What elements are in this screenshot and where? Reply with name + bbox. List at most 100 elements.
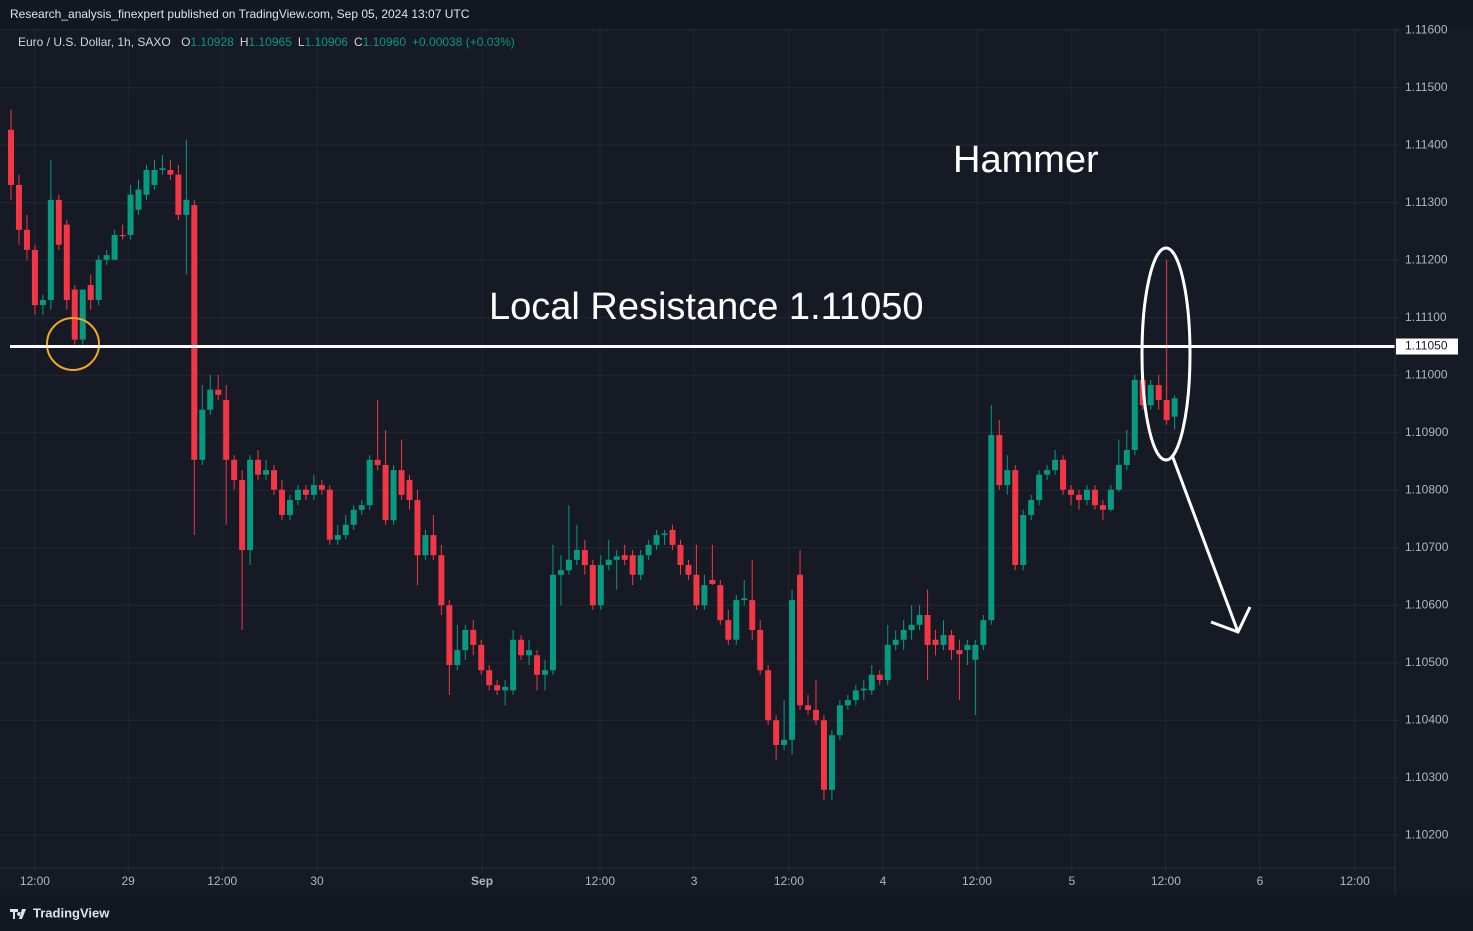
candle-body	[374, 459, 381, 465]
candle-body	[119, 234, 126, 237]
candle-body	[972, 644, 979, 660]
candle-body	[462, 629, 469, 651]
candle-body	[263, 470, 270, 475]
candle-body	[175, 174, 182, 215]
candle-body	[605, 559, 612, 566]
candle-body	[996, 435, 1003, 486]
candle-body	[438, 555, 445, 606]
candle-body	[693, 574, 700, 606]
candle-body	[183, 199, 190, 215]
price-label-box	[1396, 338, 1458, 355]
candle-body	[557, 570, 564, 575]
candle-body	[805, 705, 812, 710]
ohlc-value: 1.10960	[363, 35, 407, 49]
candle-body	[1004, 470, 1011, 486]
candle-body	[255, 459, 262, 475]
candle-body	[55, 199, 62, 245]
candle-body	[541, 670, 548, 675]
candle-body	[23, 229, 30, 250]
candle-body	[597, 565, 604, 606]
candle-body	[127, 194, 134, 235]
candle-body	[1155, 385, 1162, 400]
candle-body	[446, 605, 453, 666]
candle-body	[1091, 489, 1098, 506]
top-bar	[0, 0, 1473, 28]
candle-body	[247, 459, 254, 551]
brand-name: TradingView	[33, 905, 110, 920]
x-tick-label: 12:00	[585, 874, 615, 888]
candle-body	[717, 585, 724, 621]
ohlc-key: O	[181, 35, 190, 49]
candle-body	[1068, 489, 1075, 495]
x-tick-label: 5	[1068, 874, 1075, 888]
candle-body	[294, 489, 301, 501]
candle-body	[318, 485, 325, 490]
candle-body	[908, 624, 915, 630]
candle-body	[510, 639, 517, 691]
candle-body	[271, 470, 278, 490]
candle-body	[358, 505, 365, 510]
candle-body	[79, 289, 86, 340]
candle-body	[1099, 505, 1106, 510]
candle-body	[486, 670, 493, 686]
candle-body	[709, 579, 716, 584]
y-tick-label: 1.10500	[1405, 655, 1449, 669]
candle-body	[669, 529, 676, 545]
candle-body	[828, 735, 835, 790]
candle-body	[932, 639, 939, 645]
y-tick-label: 1.11600	[1405, 22, 1448, 36]
candle-body	[733, 600, 740, 640]
candle-body	[1083, 489, 1090, 501]
symbol: Euro / U.S. Dollar, 1h, SAXO	[18, 35, 171, 49]
candle-body	[988, 435, 995, 621]
candle-body	[494, 685, 501, 691]
y-tick-label: 1.10600	[1405, 597, 1449, 611]
x-tick-label: 4	[880, 874, 887, 888]
candle-body	[534, 655, 541, 675]
candle-body	[637, 555, 644, 575]
price-label: 1.11050	[1405, 339, 1448, 353]
candle-body	[757, 629, 764, 671]
down-arrow	[1170, 454, 1252, 634]
y-tick-label: 1.10900	[1405, 425, 1449, 439]
candle-body	[390, 470, 397, 521]
ohlc-value: 1.10928	[190, 35, 234, 49]
annotation: Local Resistance 1.11050	[489, 286, 923, 328]
candle-body	[526, 650, 533, 656]
x-tick-label: 6	[1257, 874, 1264, 888]
axes: 1.11600 1.11500 1.11400 1.11300 1.11200 1.111…	[20, 22, 1458, 888]
candle-body	[95, 259, 102, 300]
candle-body	[1020, 514, 1027, 566]
candle-body	[1163, 399, 1170, 421]
symbol-legend: Euro / U.S. Dollar, 1h, SAXO O1.10928 H1.…	[18, 35, 515, 49]
x-tick-label: 12:00	[774, 874, 804, 888]
candle-body	[1171, 398, 1178, 417]
candle-body	[884, 644, 891, 680]
y-tick-label: 1.10800	[1405, 482, 1449, 496]
candle-body	[334, 535, 341, 540]
x-tick-label: 12:00	[962, 874, 992, 888]
candle-body	[820, 720, 827, 790]
candle-body	[852, 690, 859, 701]
candle-body	[876, 674, 883, 680]
y-tick-label: 1.11300	[1405, 195, 1448, 209]
candle-body	[159, 168, 166, 171]
candle-body	[812, 709, 819, 721]
candle-body	[15, 184, 22, 230]
y-tick-label: 1.10300	[1405, 770, 1449, 784]
candle-body	[581, 550, 588, 566]
candle-body	[1028, 500, 1035, 515]
candle-body	[773, 720, 780, 745]
candle-body	[1147, 385, 1154, 406]
candle-body	[1060, 459, 1067, 490]
candle-body	[844, 700, 851, 706]
candle-body	[836, 705, 843, 736]
candle-body	[239, 479, 246, 551]
candle-body	[87, 285, 94, 300]
candle-body	[741, 598, 748, 601]
y-tick-label: 1.10700	[1405, 540, 1449, 554]
candle-body	[589, 565, 596, 606]
candle-body	[1123, 450, 1130, 465]
candle-body	[430, 535, 437, 556]
y-tick-label: 1.11400	[1405, 137, 1448, 151]
